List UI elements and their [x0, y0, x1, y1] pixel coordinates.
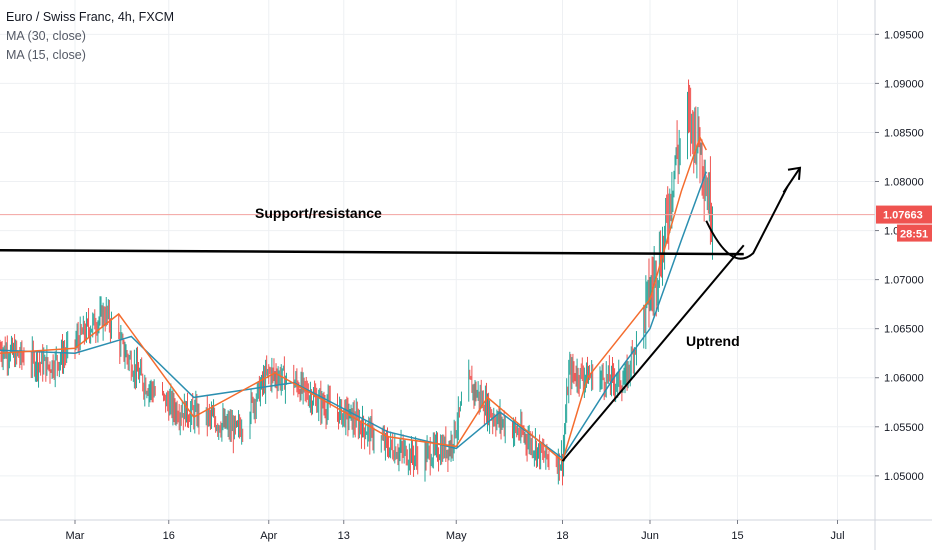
uptrend-line	[561, 244, 745, 462]
y-tick-label: 1.06000	[884, 373, 924, 385]
projection-arrow-shaft	[782, 167, 801, 193]
candles	[0, 79, 713, 486]
x-tick-label: Apr	[260, 530, 277, 542]
grid	[0, 0, 875, 520]
y-tick-label: 1.09500	[884, 29, 924, 41]
x-tick-label: Jul	[830, 530, 844, 542]
x-tick-label: Mar	[66, 530, 85, 542]
time-axis: Mar 16 Apr 13 May 18 Jun 15 Jul	[66, 520, 845, 542]
ma30-legend[interactable]: MA (30, close)	[6, 29, 86, 43]
x-tick-label: 13	[338, 530, 350, 542]
last-price-tag	[876, 205, 932, 224]
x-tick-label: May	[446, 530, 467, 542]
support-resistance-line	[0, 248, 744, 256]
y-tick-label: 1.07000	[884, 275, 924, 287]
chart-legend: Euro / Swiss Franc, 4h, FXCM MA (30, clo…	[6, 8, 174, 65]
y-tick-label: 1.06500	[884, 324, 924, 336]
last-price-value: 1.07663	[883, 210, 923, 222]
y-tick-label: 1.09000	[884, 78, 924, 90]
price-axis: 1.050001.055001.060001.065001.070001.075…	[875, 29, 924, 483]
ma30-line	[0, 171, 708, 460]
ma15-line	[0, 135, 707, 463]
projection-arrow-head	[787, 166, 802, 180]
uptrend-label: Uptrend	[686, 333, 740, 349]
projection-curve	[705, 185, 789, 260]
symbol-title[interactable]: Euro / Swiss Franc, 4h, FXCM	[6, 10, 175, 24]
x-tick-label: 18	[556, 530, 568, 542]
y-tick-label: 1.05000	[884, 471, 924, 483]
x-tick-label: 16	[163, 530, 175, 542]
y-tick-label: 1.05500	[884, 422, 924, 434]
support-resistance-label: Support/resistance	[255, 205, 382, 221]
y-tick-label: 1.08000	[884, 177, 924, 189]
y-tick-label: 1.08500	[884, 127, 924, 139]
countdown-value: 28:51	[900, 229, 928, 241]
countdown-tag	[897, 224, 932, 242]
x-tick-label: 15	[731, 530, 743, 542]
x-tick-label: Jun	[641, 530, 659, 542]
ma15-legend[interactable]: MA (15, close)	[6, 48, 86, 62]
